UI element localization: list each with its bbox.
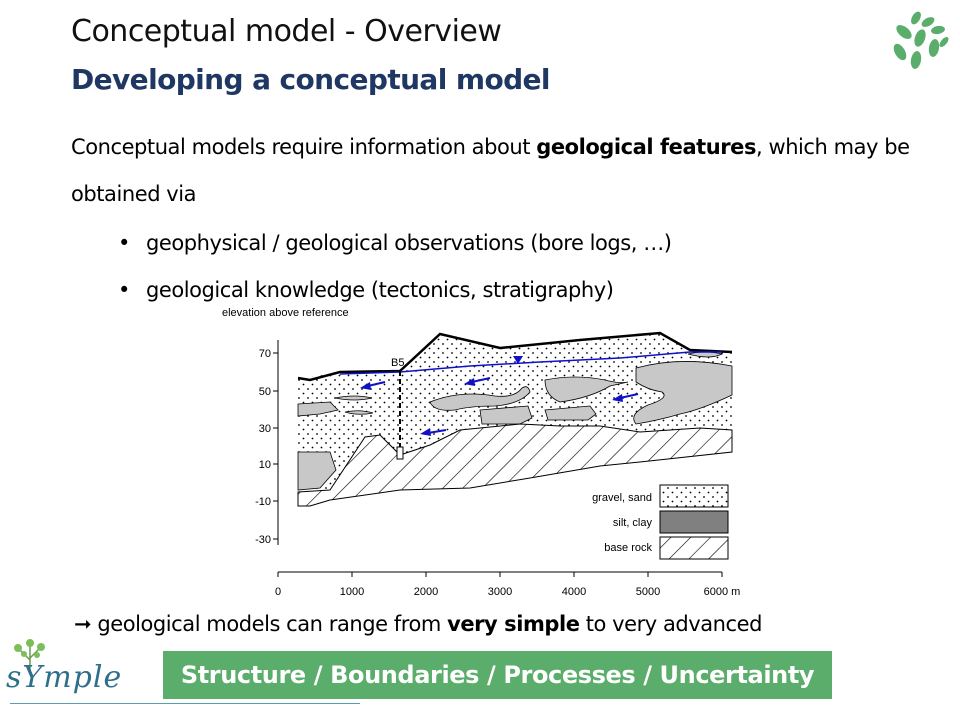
logo-underline	[10, 703, 360, 704]
legend-label-base-rock: base rock	[604, 542, 652, 554]
symple-logo: sYmple	[6, 660, 123, 695]
legend-swatch-gravel-sand	[659, 484, 729, 508]
borehole-label: B5	[391, 357, 404, 369]
y-tick-label: 30	[259, 423, 271, 435]
leaves-icon	[893, 11, 949, 69]
x-tick-label: 0	[275, 586, 281, 598]
y-tick-label: 70	[259, 348, 271, 360]
slide-title: Conceptual model - Overview	[71, 14, 502, 49]
legend-swatch-base-rock	[659, 536, 729, 560]
intro-bold: geological features	[536, 135, 757, 159]
conclusion-line: ➞ geological models can range from very …	[74, 612, 762, 636]
base-rock-layer	[297, 423, 733, 507]
y-tick-label: 10	[259, 459, 271, 471]
y-tick-label: -10	[255, 496, 271, 508]
borehole-screen	[396, 446, 404, 460]
topics-banner: Structure / Boundaries / Processes / Unc…	[163, 651, 832, 699]
cross-section-diagram: elevation above reference 70 50 30 10 -1…	[222, 307, 740, 598]
x-tick-label: 4000	[562, 586, 586, 598]
y-axis-label: elevation above reference	[222, 307, 349, 319]
y-tick-label: 50	[259, 386, 271, 398]
silt-clay-lenses	[297, 351, 733, 491]
x-tick-label: 5000	[636, 586, 660, 598]
x-tick-label: 2000	[414, 586, 438, 598]
x-tick-label: 3000	[488, 586, 512, 598]
y-ticks: 70 50 30 10 -10 -30	[255, 348, 278, 546]
bullet-item: geological knowledge (tectonics, stratig…	[118, 267, 672, 314]
bullet-list: geophysical / geological observations (b…	[118, 220, 672, 314]
bullet-item: geophysical / geological observations (b…	[118, 220, 672, 267]
legend: gravel, sand silt, clay base rock	[592, 484, 729, 560]
x-ticks: 0 1000 2000 3000 4000 5000 6000 m	[275, 572, 740, 598]
water-table-marker-icon	[513, 356, 523, 364]
y-tick-label: -30	[255, 534, 271, 546]
tree-icon	[14, 639, 45, 672]
x-tick-label: 1000	[340, 586, 364, 598]
conclusion-text-end: to very advanced	[579, 612, 763, 636]
intro-paragraph: Conceptual models require information ab…	[71, 124, 931, 218]
x-tick-label: 6000 m	[704, 586, 741, 598]
legend-label-silt-clay: silt, clay	[613, 517, 653, 529]
conclusion-text: geological models can range from	[97, 612, 448, 636]
conclusion-bold: very simple	[447, 612, 580, 636]
legend-swatch-silt-clay	[659, 510, 729, 534]
intro-text: Conceptual models require information ab…	[71, 135, 537, 159]
legend-label-gravel-sand: gravel, sand	[592, 492, 652, 504]
slide-subtitle: Developing a conceptual model	[71, 63, 551, 96]
intro-text-end: , which may be obtained via	[71, 135, 910, 206]
flow-arrows	[360, 377, 639, 436]
arrow-right-icon: ➞	[74, 612, 92, 636]
ground-surface	[297, 331, 733, 382]
